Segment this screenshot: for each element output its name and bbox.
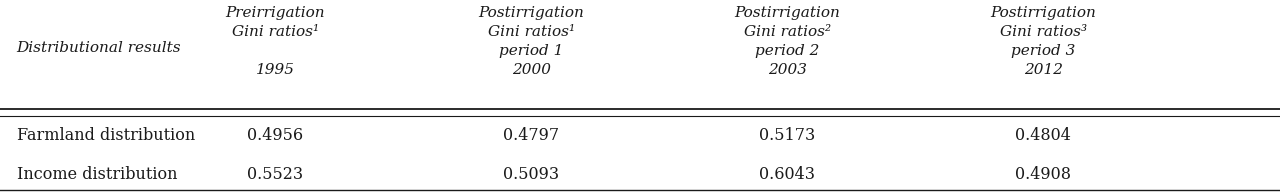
Text: 0.5523: 0.5523 bbox=[247, 166, 303, 183]
Text: 0.4956: 0.4956 bbox=[247, 127, 303, 144]
Text: 0.4797: 0.4797 bbox=[503, 127, 559, 144]
Text: Postirrigation
Gini ratios³
period 3
2012: Postirrigation Gini ratios³ period 3 201… bbox=[991, 6, 1096, 77]
Text: Distributional results: Distributional results bbox=[17, 42, 182, 55]
Text: 0.6043: 0.6043 bbox=[759, 166, 815, 183]
Text: 0.5093: 0.5093 bbox=[503, 166, 559, 183]
Text: 0.5173: 0.5173 bbox=[759, 127, 815, 144]
Text: 0.4908: 0.4908 bbox=[1015, 166, 1071, 183]
Text: Farmland distribution: Farmland distribution bbox=[17, 127, 195, 144]
Text: Postirrigation
Gini ratios²
period 2
2003: Postirrigation Gini ratios² period 2 200… bbox=[735, 6, 840, 77]
Text: 0.4804: 0.4804 bbox=[1015, 127, 1071, 144]
Text: Preirrigation
Gini ratios¹

1995: Preirrigation Gini ratios¹ 1995 bbox=[225, 6, 325, 77]
Text: Postirrigation
Gini ratios¹
period 1
2000: Postirrigation Gini ratios¹ period 1 200… bbox=[479, 6, 584, 77]
Text: Income distribution: Income distribution bbox=[17, 166, 177, 183]
